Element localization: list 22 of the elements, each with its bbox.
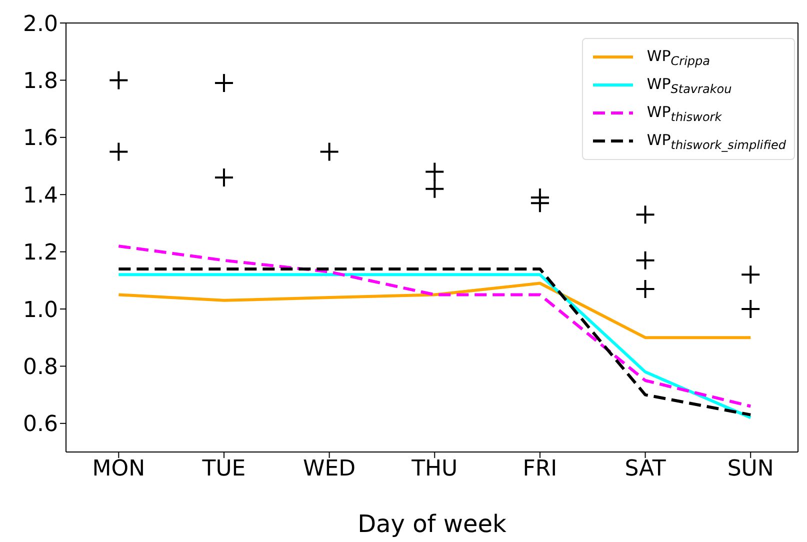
line-series [117,244,752,408]
x-tick-label: FRI [522,456,558,482]
legend-label: WP$_{thiswork}$ [646,102,722,124]
x-tick-label: SAT [624,456,666,482]
line-series [117,282,752,340]
y-tick-label: 1.8 [23,69,58,94]
y-tick-label: 1.4 [23,183,58,208]
x-tick-label: MON [92,456,146,482]
y-tick-label: 1.0 [23,298,58,323]
x-tick-label: SUN [727,456,774,482]
y-tick-label: 1.6 [23,126,58,152]
legend-label: WP$_{Crippa}$ [646,46,710,68]
y-tick-label: 2.0 [23,12,58,37]
x-axis-title: Day of week [358,510,507,538]
x-tick-label: TUE [201,456,246,482]
y-tick-label: 1.2 [23,240,58,266]
legend-label: WP$_{thiswork_simplified}$ [646,130,786,152]
legend-label: WP$_{Stavrakou}$ [646,74,732,96]
x-tick-label: WED [303,456,356,482]
y-tick-label: 0.6 [23,412,58,438]
x-tick-label: THU [410,456,458,482]
y-tick-label: 0.8 [23,355,58,380]
